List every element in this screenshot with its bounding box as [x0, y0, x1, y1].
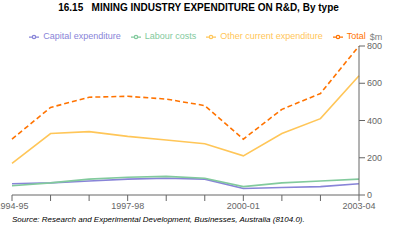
svg-text:0: 0 [367, 190, 372, 200]
html-text:16.15 MINING INDUSTRY EXPENDIT: 16.15 MINING INDUSTRY EXPENDITURE ON R&D… [58, 2, 339, 13]
svg-text:400: 400 [367, 116, 382, 126]
svg-text:200: 200 [367, 153, 382, 163]
svg-text:800: 800 [367, 41, 382, 51]
html-text:Total: Total [346, 31, 366, 41]
svg-text:600: 600 [367, 78, 382, 88]
svg-text:1994-95: 1994-95 [0, 201, 29, 211]
svg-text:1997-98: 1997-98 [111, 201, 144, 211]
svg-text:$m: $m [370, 32, 383, 42]
html-text:Other current expenditure: Other current expenditure [220, 31, 323, 41]
svg-text:2000-01: 2000-01 [227, 201, 260, 211]
svg-text:2003-04: 2003-04 [342, 201, 375, 211]
html-text:Source: Research and Experimen: Source: Research and Experimental Develo… [12, 215, 305, 224]
html-text:Capital expenditure: Capital expenditure [43, 31, 121, 41]
html-text:Labour costs: Labour costs [144, 31, 197, 41]
